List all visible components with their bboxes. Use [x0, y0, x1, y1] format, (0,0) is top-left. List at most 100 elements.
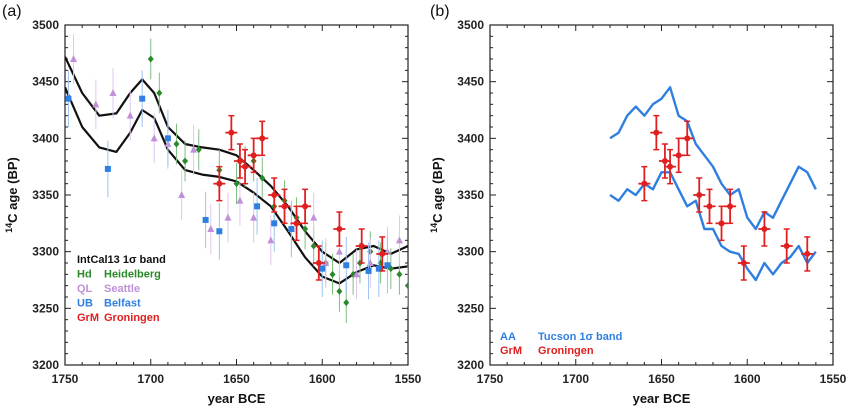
- data-point: [250, 152, 257, 159]
- data-point: [366, 259, 374, 266]
- data-point: [271, 192, 278, 198]
- data-point: [727, 203, 734, 210]
- legend-entry: IntCal13 1σ band: [77, 254, 166, 266]
- data-point: [396, 270, 403, 278]
- data-point: [641, 180, 648, 187]
- x-tick-label: 1550: [395, 372, 422, 386]
- data-point: [310, 213, 318, 221]
- data-point: [164, 135, 171, 142]
- data-point: [156, 89, 163, 97]
- data-point: [147, 55, 154, 63]
- data-point: [329, 270, 336, 278]
- data-point: [365, 267, 372, 274]
- data-point: [302, 225, 309, 233]
- data-point: [706, 203, 713, 210]
- data-point: [696, 192, 703, 198]
- data-point: [335, 247, 343, 255]
- data-point: [358, 243, 365, 249]
- data-point: [195, 146, 202, 154]
- y-axis-label-superscript: 14: [429, 223, 439, 233]
- data-point: [202, 216, 209, 223]
- legend-code: GrM: [500, 345, 522, 357]
- data-point: [783, 243, 790, 249]
- data-point: [395, 236, 403, 244]
- data-point: [242, 163, 249, 170]
- data-point: [718, 220, 725, 227]
- series-heidelberg: [147, 38, 408, 324]
- data-point: [336, 226, 343, 232]
- data-point: [302, 203, 309, 210]
- panel-label: (b): [430, 3, 450, 20]
- data-point: [353, 270, 361, 278]
- legend-name: Groningen: [104, 312, 160, 324]
- x-tick-label: 1650: [223, 372, 250, 386]
- data-point: [267, 236, 275, 244]
- y-tick-label: 3300: [32, 245, 59, 259]
- x-axis-label: year BCE: [208, 391, 266, 406]
- legend-code: QL: [77, 283, 93, 295]
- data-point: [259, 135, 266, 142]
- legend: IntCal13 1σ band Hd Heidelberg QL Seattle UB B…: [77, 254, 166, 324]
- data-point: [207, 225, 215, 232]
- y-tick-label: 3350: [32, 188, 59, 202]
- data-point: [104, 165, 111, 172]
- y-tick-label: 3400: [457, 131, 484, 145]
- data-point: [288, 226, 295, 232]
- data-point: [319, 265, 326, 272]
- data-point: [343, 262, 350, 269]
- data-point: [375, 265, 382, 272]
- x-tick-label: 1700: [137, 372, 164, 386]
- data-point: [250, 213, 258, 221]
- data-point: [65, 95, 72, 102]
- data-point: [254, 203, 261, 210]
- legend-name: Seattle: [104, 283, 140, 295]
- data-point: [379, 250, 386, 257]
- data-point: [343, 299, 350, 307]
- y-tick-label: 3450: [32, 75, 59, 89]
- x-tick-label: 1700: [562, 372, 589, 386]
- data-point: [315, 260, 322, 266]
- data-point: [804, 250, 811, 257]
- x-tick-label: 1550: [820, 372, 847, 386]
- data-point: [259, 174, 266, 182]
- x-tick-label: 1600: [309, 372, 336, 386]
- plot-frame: [489, 24, 834, 366]
- x-tick-label: 1600: [734, 372, 761, 386]
- data-point: [675, 152, 682, 159]
- legend-name: Belfast: [104, 298, 141, 310]
- data-point: [281, 203, 288, 210]
- data-point: [336, 287, 343, 295]
- x-tick-label: 1750: [477, 372, 504, 386]
- y-tick-label: 3250: [32, 301, 59, 315]
- x-tick-label: 1750: [52, 372, 79, 386]
- legend-name: Groningen: [538, 345, 594, 357]
- data-point: [216, 228, 223, 235]
- data-point: [224, 213, 232, 221]
- y-tick-label: 3500: [32, 18, 59, 32]
- intcal-band-lower: [65, 86, 408, 285]
- data-point: [740, 260, 747, 266]
- panel-a: (a) 3200 3250 3300 3350 3400 3450 3500 1750 1700 1…: [2, 3, 422, 406]
- data-point: [92, 100, 100, 108]
- plot-area: [65, 34, 408, 324]
- data-point: [236, 196, 244, 204]
- series-groningen: [638, 114, 814, 281]
- y-axis-label-superscript: 14: [4, 223, 14, 233]
- plot-area: [609, 86, 817, 282]
- data-point: [761, 226, 768, 232]
- tucson-band-upper: [609, 86, 817, 231]
- data-point: [661, 158, 668, 164]
- data-point: [178, 191, 186, 198]
- tucson-band-lower: [609, 171, 817, 282]
- legend-name: Heidelberg: [104, 269, 161, 281]
- y-tick-label: 3300: [457, 245, 484, 259]
- data-point: [667, 163, 674, 170]
- data-point: [293, 220, 300, 227]
- data-point: [233, 180, 240, 188]
- x-tick-label: 1650: [648, 372, 675, 386]
- legend-code: AA: [500, 331, 516, 343]
- y-axis-label-main: C age (BP): [430, 157, 445, 223]
- data-point: [653, 129, 660, 136]
- legend-code: Hd: [77, 269, 92, 281]
- data-point: [216, 180, 223, 187]
